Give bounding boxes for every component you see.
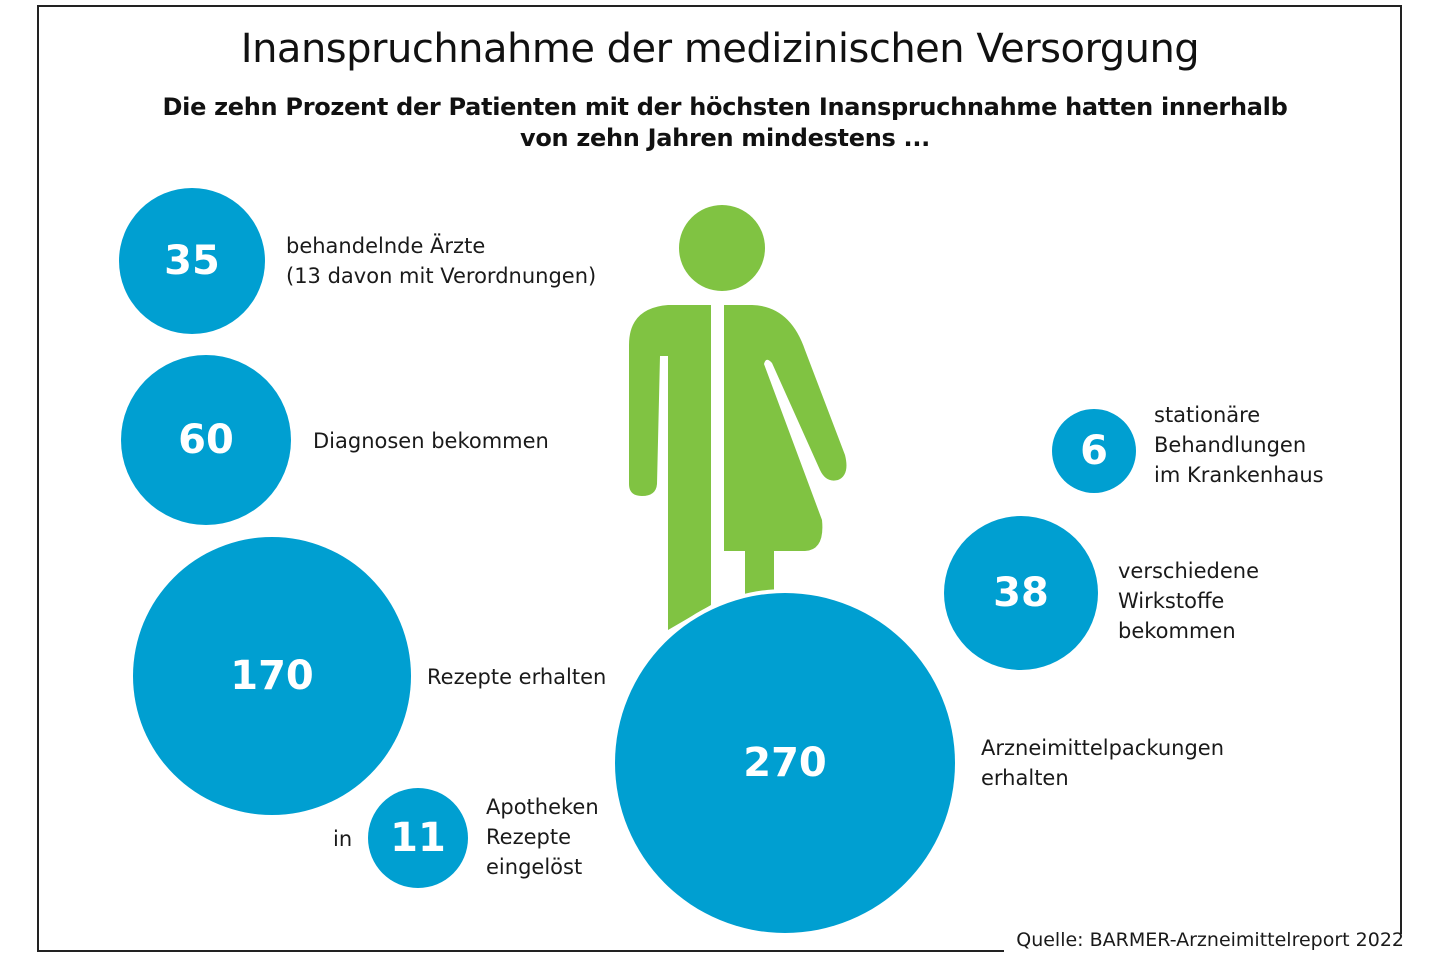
chart-title: Inanspruchnahme der medizinischen Versor…	[240, 26, 1200, 72]
label-aerzte: behandelnde Ärzte (13 davon mit Verordnu…	[286, 231, 596, 291]
frame-top	[37, 5, 1402, 7]
bubble-value-apotheken: 11	[390, 815, 446, 861]
bubble-apotheken: 11	[368, 788, 468, 888]
label-apotheken-prefix: in	[333, 827, 353, 851]
bubble-stationaer: 6	[1052, 409, 1136, 493]
bubble-aerzte: 35	[119, 188, 265, 334]
label-packungen-line-1: Arzneimittelpackungen	[981, 736, 1225, 760]
chart-subtitle: Die zehn Prozent der Patienten mit der h…	[0, 92, 1440, 154]
bubble-circle-aerzte	[119, 188, 265, 334]
bubble-packungen: 270	[611, 589, 959, 937]
person-head	[679, 205, 765, 291]
person-left-half	[629, 305, 711, 630]
bubble-value-packungen: 270	[743, 740, 827, 786]
label-apotheken-line-3: eingelöst	[486, 855, 583, 879]
label-wirkstoffe-line-1: verschiedene	[1118, 559, 1260, 583]
label-rezepte-line-1: Rezepte erhalten	[427, 665, 607, 689]
bubble-value-diagnosen: 60	[178, 417, 234, 463]
subtitle-line-2: von zehn Jahren mindestens ...	[519, 124, 930, 152]
label-aerzte-line-1: behandelnde Ärzte	[286, 234, 486, 258]
bubble-wirkstoffe: 38	[944, 516, 1098, 670]
label-packungen-line-2: erhalten	[981, 766, 1069, 790]
frame-right	[1400, 5, 1402, 934]
label-apotheken-line-1: Apotheken	[486, 795, 599, 819]
label-apotheken: Apotheken Rezepte eingelöst	[486, 792, 599, 882]
bubble-value-wirkstoffe: 38	[993, 570, 1049, 616]
bubble-circle-rezepte	[133, 537, 411, 815]
label-diagnosen: Diagnosen bekommen	[313, 426, 549, 456]
bubble-circle-stationaer	[1052, 409, 1136, 493]
frame-bottom	[37, 950, 1004, 952]
bubble-circle-diagnosen	[121, 355, 291, 525]
label-diagnosen-line-1: Diagnosen bekommen	[313, 429, 549, 453]
label-stationaer: stationäre Behandlungen im Krankenhaus	[1154, 400, 1324, 490]
person-figure	[629, 205, 847, 630]
label-stationaer-line-3: im Krankenhaus	[1154, 463, 1324, 487]
bubble-value-stationaer: 6	[1080, 428, 1108, 474]
label-apotheken-line-2: Rezepte	[486, 825, 571, 849]
bubble-value-aerzte: 35	[164, 238, 220, 284]
label-wirkstoffe-line-2: Wirkstoffe	[1118, 589, 1225, 613]
bubble-circle-wirkstoffe	[944, 516, 1098, 670]
bubble-circle-apotheken	[368, 788, 468, 888]
label-wirkstoffe-line-3: bekommen	[1118, 619, 1236, 643]
label-stationaer-line-1: stationäre	[1154, 403, 1261, 427]
bubble-circle-packungen	[615, 593, 955, 933]
bubble-rezepte: 170	[133, 537, 411, 815]
label-aerzte-line-2: (13 davon mit Verordnungen)	[286, 264, 597, 288]
label-rezepte: Rezepte erhalten	[427, 662, 606, 692]
bubble-diagnosen: 60	[121, 355, 291, 525]
source-note: Quelle: BARMER-Arzneimittelreport 2022	[1016, 929, 1404, 951]
label-stationaer-line-2: Behandlungen	[1154, 433, 1307, 457]
frame-left	[37, 5, 39, 952]
label-wirkstoffe: verschiedene Wirkstoffe bekommen	[1118, 556, 1259, 646]
subtitle-line-1: Die zehn Prozent der Patienten mit der h…	[162, 93, 1288, 121]
bubble-value-rezepte: 170	[230, 653, 314, 699]
label-packungen: Arzneimittelpackungen erhalten	[981, 733, 1224, 793]
person-right-half	[724, 305, 847, 598]
